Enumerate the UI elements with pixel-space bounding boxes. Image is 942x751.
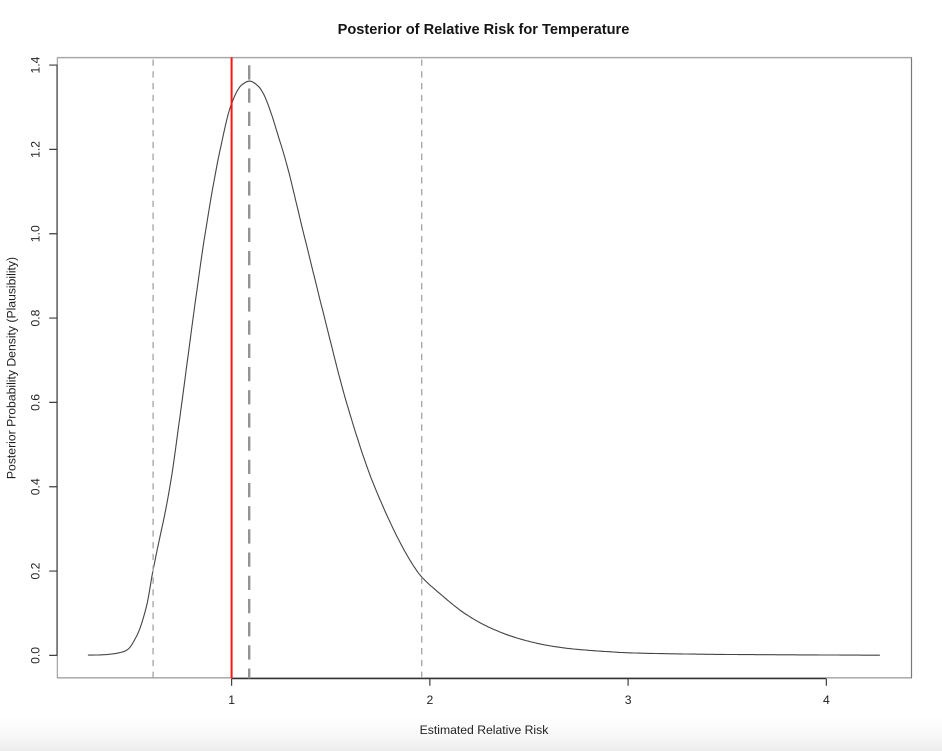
svg-text:1: 1 (228, 693, 235, 707)
svg-text:1.0: 1.0 (29, 225, 43, 242)
svg-text:0.4: 0.4 (29, 478, 43, 495)
svg-text:0.2: 0.2 (29, 562, 43, 579)
svg-text:1.2: 1.2 (29, 141, 43, 158)
svg-text:Posterior Probability Density: Posterior Probability Density (Plausibil… (5, 257, 19, 479)
svg-text:2: 2 (426, 693, 433, 707)
svg-text:Posterior of Relative Risk for: Posterior of Relative Risk for Temperatu… (338, 22, 630, 38)
svg-text:0.8: 0.8 (29, 309, 43, 326)
svg-text:4: 4 (823, 693, 830, 707)
svg-text:0.0: 0.0 (29, 647, 43, 664)
svg-text:Estimated Relative Risk: Estimated Relative Risk (420, 723, 550, 737)
svg-text:1.4: 1.4 (29, 56, 43, 73)
svg-text:0.6: 0.6 (29, 394, 43, 411)
svg-text:3: 3 (625, 693, 632, 707)
